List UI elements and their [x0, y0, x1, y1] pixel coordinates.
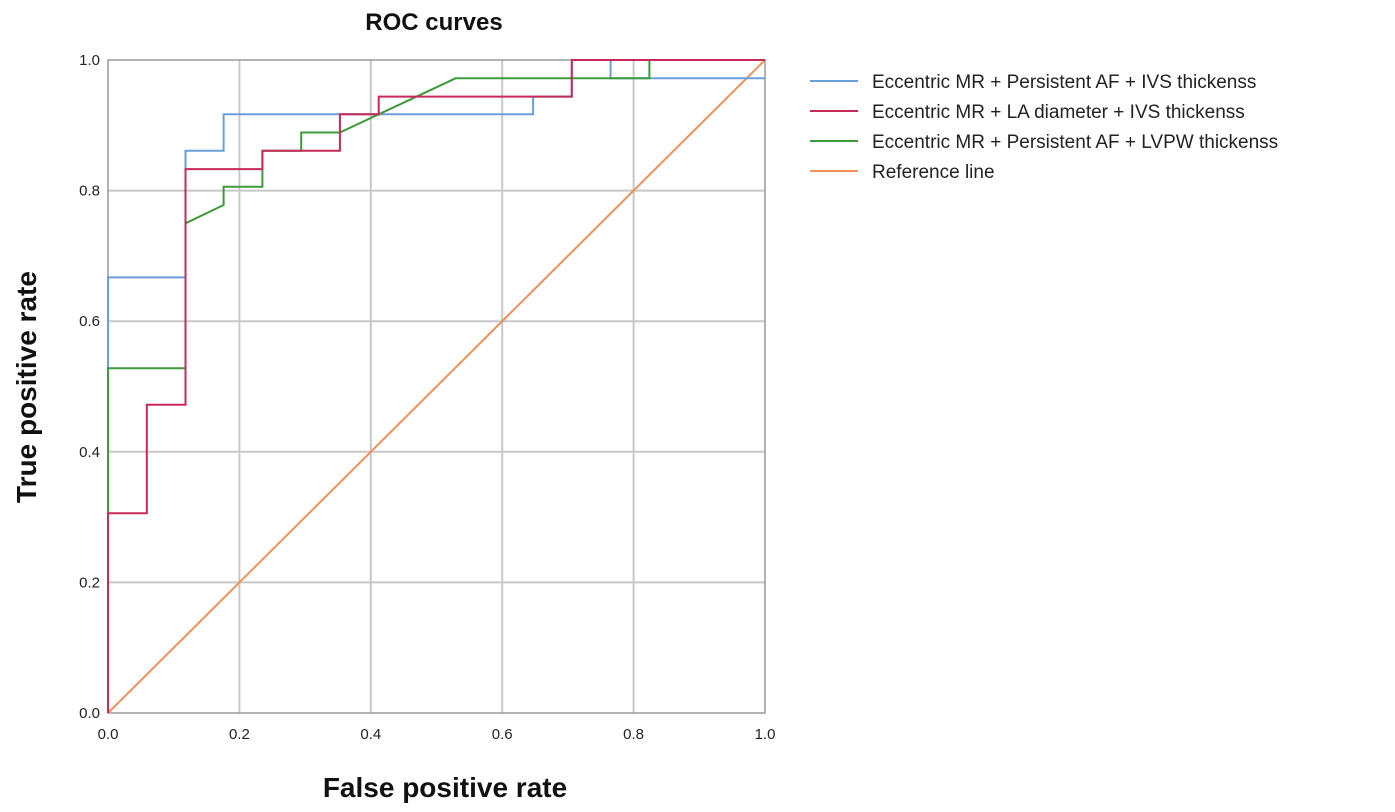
- plot-area: 0.0 0.2 0.4 0.6 0.8 1.0 0.0 0.2 0.4 0.6 0.8 1.0: [79, 52, 775, 743]
- y-tick-label: 0.0: [79, 705, 100, 722]
- x-tick-label: 1.0: [755, 726, 776, 743]
- x-tick-label: 0.6: [492, 726, 513, 743]
- legend-label: Eccentric MR + Persistent AF + IVS thick…: [872, 72, 1256, 93]
- legend-label: Eccentric MR + LA diameter + IVS thicken…: [872, 102, 1245, 123]
- series-line-4: [107, 59, 766, 714]
- legend-label: Eccentric MR + Persistent AF + LVPW thic…: [872, 132, 1278, 153]
- x-tick-label: 0.4: [360, 726, 381, 743]
- x-tick-label: 0.2: [229, 726, 250, 743]
- y-tick-label: 1.0: [79, 52, 100, 69]
- series-line-2: [107, 59, 765, 713]
- y-axis-label: True positive rate: [11, 271, 42, 503]
- y-tick-label: 0.6: [79, 313, 100, 330]
- legend: Eccentric MR + Persistent AF + IVS thick…: [810, 72, 1278, 183]
- y-tick-label: 0.2: [79, 574, 100, 591]
- y-tick-label: 0.4: [79, 444, 100, 461]
- legend-label: Reference line: [872, 162, 995, 183]
- x-axis-label: False positive rate: [323, 772, 567, 803]
- x-tick-label: 0.0: [98, 726, 119, 743]
- y-tick-label: 0.8: [79, 183, 100, 200]
- chart-title: ROC curves: [365, 9, 502, 36]
- x-tick-label: 0.8: [623, 726, 644, 743]
